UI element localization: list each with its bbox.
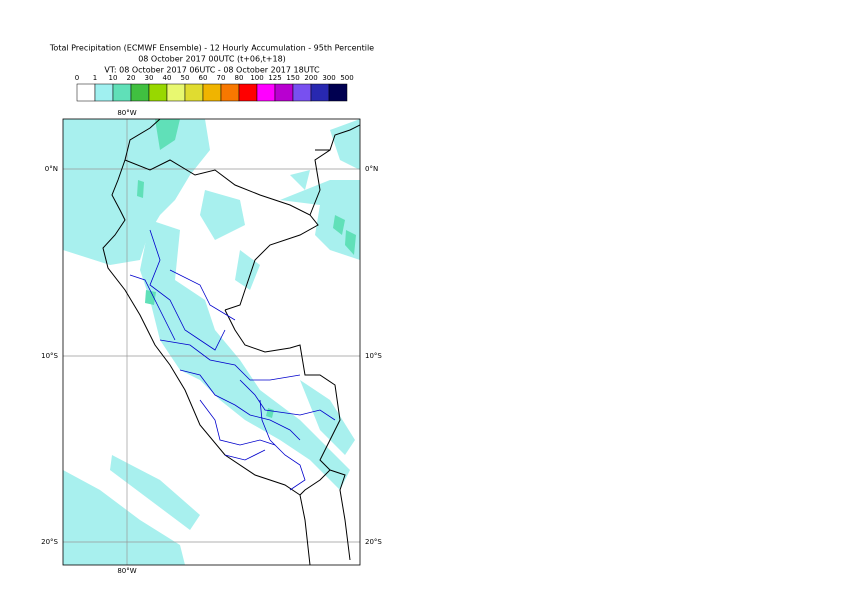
legend-swatch (238, 83, 258, 102)
map-frame (62, 118, 361, 566)
valid-time: VT: 08 October 2017 06UTC - 08 October 2… (104, 66, 320, 75)
legend-swatch (76, 83, 96, 102)
lon-label: 80°W (117, 109, 136, 117)
legend-tick-label: 40 (163, 74, 172, 82)
graticule (63, 119, 360, 565)
legend-tick-label: 0 (75, 74, 79, 82)
legend-tick-label: 1 (93, 74, 97, 82)
legend-swatch (220, 83, 240, 102)
legend-swatch (148, 83, 168, 102)
legend-swatch (112, 83, 132, 102)
legend-tick-label: 30 (145, 74, 154, 82)
legend-swatch (256, 83, 276, 102)
lon-label: 80°W (117, 567, 136, 575)
legend-tick-label: 60 (199, 74, 208, 82)
legend: 0 1 10 20 30 40 50 60 70 80 100 125 150 200 300 500 (75, 74, 354, 102)
legend-tick-label: 100 (250, 74, 263, 82)
lat-label: 10°S (365, 352, 382, 360)
title: Total Precipitation (ECMWF Ensemble) - 1… (49, 44, 374, 53)
legend-swatch (310, 83, 330, 102)
legend-tick-label: 500 (340, 74, 353, 82)
lat-label: 10°S (41, 352, 58, 360)
legend-tick-label: 10 (109, 74, 118, 82)
legend-tick-label: 125 (268, 74, 281, 82)
subtitle: 08 October 2017 00UTC (t+06,t+18) (138, 55, 286, 64)
precipitation-heavy (137, 119, 356, 418)
map: 80°W 80°W 0°N 0°N 10°S 10°S 20°S 20°S (41, 109, 382, 575)
lat-label: 20°S (41, 538, 58, 546)
legend-swatch (292, 83, 312, 102)
regions (129, 229, 336, 491)
legend-swatch (130, 83, 150, 102)
legend-tick-label: 150 (286, 74, 299, 82)
legend-tick-label: 50 (181, 74, 190, 82)
legend-swatch (94, 83, 114, 102)
lat-label: 20°S (365, 538, 382, 546)
legend-tick-label: 300 (322, 74, 335, 82)
legend-swatch (274, 83, 294, 102)
legend-tick-label: 70 (217, 74, 226, 82)
legend-swatch (202, 83, 222, 102)
legend-tick-label: 200 (304, 74, 317, 82)
lat-label: 0°N (365, 165, 378, 173)
legend-tick-label: 80 (235, 74, 244, 82)
coastline-borders (102, 119, 360, 565)
precipitation (63, 119, 360, 565)
legend-swatch (166, 83, 186, 102)
legend-tick-label: 20 (127, 74, 136, 82)
legend-swatch (184, 83, 204, 102)
legend-swatch (328, 83, 348, 102)
lat-label: 0°N (45, 165, 58, 173)
